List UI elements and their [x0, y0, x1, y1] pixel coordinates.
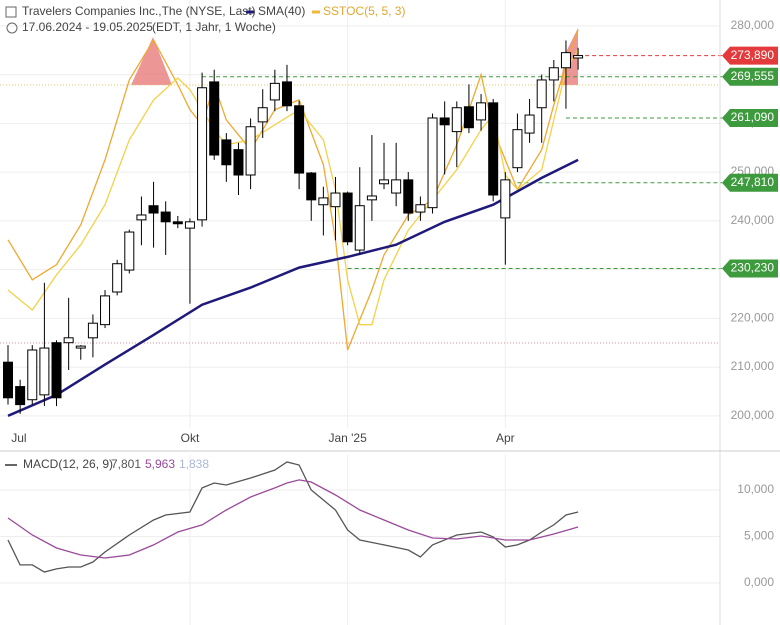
- candle-body: [439, 117, 450, 126]
- level-label: 269,555: [731, 69, 775, 83]
- candle-body: [560, 52, 571, 69]
- y-tick-label: 5,000: [744, 529, 774, 543]
- candle-body: [281, 81, 292, 107]
- candle-body: [15, 386, 26, 406]
- candle-body: [573, 55, 584, 59]
- x-tick-label: Jul: [11, 431, 26, 445]
- candle-body: [548, 67, 559, 81]
- candle-body: [3, 361, 14, 399]
- candle-body: [391, 179, 402, 194]
- candle-body: [294, 105, 305, 174]
- candle-body: [221, 139, 232, 166]
- candle-body: [27, 349, 38, 401]
- level-badge: [722, 259, 778, 278]
- level-badge: [722, 173, 778, 192]
- y-tick-label: 240,000: [731, 213, 775, 227]
- level-label: 273,890: [731, 48, 775, 62]
- overbought-zone: [131, 37, 172, 85]
- line: [7, 479, 579, 559]
- menu-icon: [5, 6, 17, 18]
- candle-body: [512, 129, 523, 169]
- x-tick-label: Jan '25: [328, 431, 367, 445]
- candle-body: [500, 179, 511, 219]
- macd-title: MACD(12, 26, 9): [23, 457, 113, 471]
- candle-body: [160, 211, 171, 223]
- legend-value: 7,801: [111, 457, 141, 471]
- line: [7, 158, 579, 417]
- candle-body: [488, 102, 499, 196]
- candle-body: [148, 205, 159, 214]
- candle-body: [427, 117, 438, 209]
- candle-body: [87, 322, 98, 339]
- candle-body: [403, 179, 414, 214]
- y-tick-label: 220,000: [731, 310, 775, 324]
- y-tick-label: 280,000: [731, 18, 775, 32]
- candle-body: [463, 106, 474, 129]
- candle-body: [112, 263, 123, 293]
- line: [7, 461, 579, 573]
- candle-body: [51, 342, 62, 399]
- y-tick-label: 0,000: [744, 575, 774, 589]
- legend-label: SMA(40): [258, 4, 305, 18]
- candle-body: [233, 149, 244, 176]
- level-badge: [722, 67, 778, 86]
- level-badge: [722, 109, 778, 128]
- candle-body: [184, 221, 195, 229]
- candle-body: [379, 179, 390, 185]
- candle-body: [524, 114, 535, 134]
- candle-body: [63, 337, 74, 344]
- y-tick-label: 10,000: [737, 482, 774, 496]
- candle-body: [100, 295, 111, 326]
- legend-label: SSTOC(5, 5, 3): [323, 4, 405, 18]
- candle-body: [257, 107, 268, 123]
- level-label: 261,090: [731, 110, 775, 124]
- candle-body: [451, 107, 462, 133]
- level-label: 230,230: [731, 261, 775, 275]
- candle-body: [269, 82, 280, 101]
- candle-body: [245, 126, 256, 176]
- y-tick-label: 210,000: [731, 359, 775, 373]
- candle-body: [354, 205, 365, 251]
- candle-body: [75, 345, 86, 349]
- candle-body: [172, 221, 183, 225]
- level-label: 247,810: [731, 175, 775, 189]
- candle-body: [342, 192, 353, 243]
- candle-body: [136, 214, 147, 221]
- line: [7, 49, 579, 326]
- price-panel: 200,000210,000220,000230,000240,000250,0…: [0, 0, 778, 445]
- macd-panel: 0,000 5,000 10,000 7,801 5,963 1,838: [0, 455, 774, 625]
- chart-title: Travelers Companies Inc.,The (NYSE, Last…: [22, 4, 256, 18]
- legend-value: 5,963: [145, 457, 175, 471]
- candle-body: [415, 204, 426, 213]
- candle-body: [366, 195, 377, 201]
- candle-body: [197, 87, 208, 221]
- y-tick-label: 200,000: [731, 408, 775, 422]
- line: [7, 29, 579, 351]
- clock-icon: [6, 22, 18, 34]
- candle-body: [536, 79, 547, 109]
- candle-body: [306, 172, 317, 201]
- x-tick-label: Apr: [496, 431, 515, 445]
- candle-body: [318, 197, 329, 206]
- legend-value: 1,838: [179, 457, 209, 471]
- note: (EDT, 1 Jahr, 1 Woche): [152, 20, 276, 34]
- candle-body: [124, 231, 135, 271]
- x-tick-label: Okt: [181, 431, 200, 445]
- candle-body: [330, 192, 341, 208]
- candle-body: [209, 81, 220, 156]
- date-range: 17.06.2024 - 19.05.2025: [22, 20, 153, 34]
- candle-body: [39, 347, 50, 396]
- level-badge: [722, 46, 778, 65]
- candle-body: [476, 102, 487, 121]
